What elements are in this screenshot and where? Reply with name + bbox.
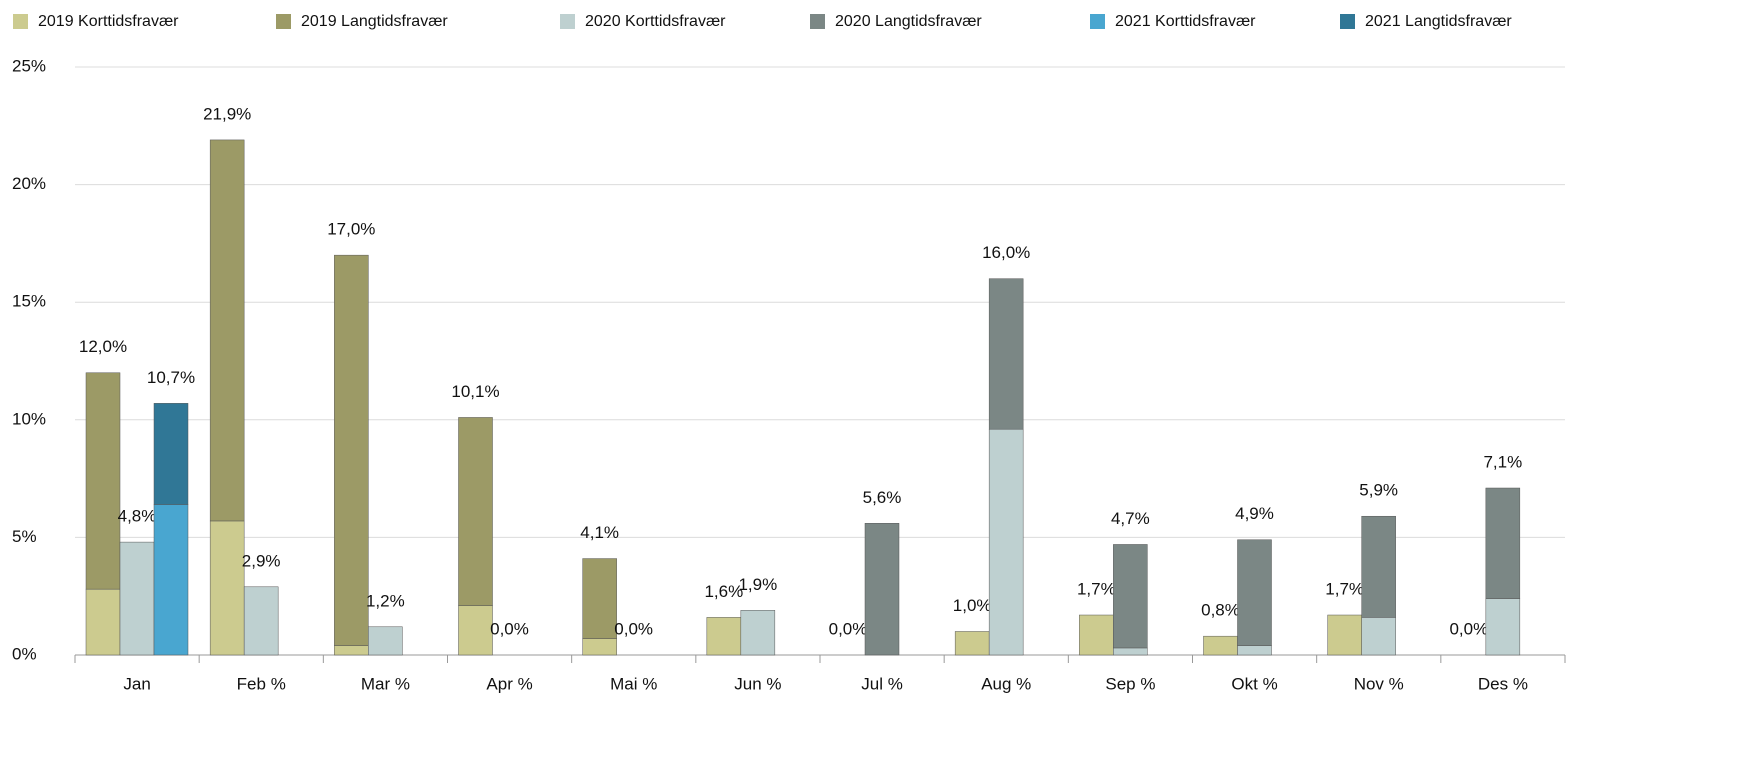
data-label: 4,1% <box>580 523 619 542</box>
bar <box>582 638 617 656</box>
data-label: 0,0% <box>614 619 653 638</box>
data-label: 17,0% <box>327 220 375 239</box>
data-label: 1,7% <box>1077 580 1116 599</box>
data-label: 4,9% <box>1235 504 1274 523</box>
y-tick-label: 25% <box>12 56 46 75</box>
bar <box>458 605 493 656</box>
bar <box>1113 544 1148 649</box>
legend-swatch <box>276 14 291 29</box>
x-tick-label: Jul % <box>861 674 903 693</box>
data-label: 10,1% <box>451 382 499 401</box>
bar <box>119 541 155 656</box>
legend-label: 2019 Korttidsfravær <box>38 13 179 30</box>
data-label: 0,0% <box>1449 619 1488 638</box>
x-tick-label: Des % <box>1478 674 1528 693</box>
bar <box>1237 645 1272 656</box>
legend-swatch <box>13 14 28 29</box>
bar <box>582 558 617 639</box>
bar <box>1327 614 1362 656</box>
x-tick-label: Nov % <box>1354 674 1404 693</box>
legend-swatch <box>1340 14 1355 29</box>
y-tick-label: 15% <box>12 292 46 311</box>
y-tick-label: 10% <box>12 409 46 428</box>
legend-label: 2020 Korttidsfravær <box>585 13 726 30</box>
data-label: 5,9% <box>1359 481 1398 500</box>
legend-swatch <box>1090 14 1105 29</box>
bar <box>1485 598 1521 656</box>
bar <box>988 278 1024 430</box>
bar <box>209 139 245 522</box>
bar <box>153 504 189 656</box>
bar <box>368 626 403 656</box>
bar <box>85 372 121 590</box>
x-tick-label: Sep % <box>1105 674 1155 693</box>
bar <box>706 617 742 656</box>
data-label: 7,1% <box>1483 452 1522 471</box>
x-tick-label: Jan <box>123 674 150 693</box>
x-tick-label: Feb % <box>237 674 286 693</box>
data-label: 12,0% <box>79 337 127 356</box>
data-label: 0,0% <box>490 619 529 638</box>
bar <box>153 403 189 505</box>
bar <box>1113 647 1148 656</box>
bar <box>1485 487 1521 599</box>
bar <box>209 520 245 656</box>
x-tick-label: Aug % <box>981 674 1031 693</box>
bar <box>740 610 776 656</box>
x-tick-label: Apr % <box>486 674 532 693</box>
y-tick-label: 0% <box>12 644 37 663</box>
bar <box>1079 614 1114 656</box>
legend-label: 2021 Langtidsfravær <box>1365 13 1512 30</box>
legend-label: 2021 Korttidsfravær <box>1115 13 1256 30</box>
data-label: 1,0% <box>953 596 992 615</box>
y-tick-label: 20% <box>12 174 46 193</box>
data-label: 4,7% <box>1111 509 1150 528</box>
data-label: 0,0% <box>829 619 868 638</box>
data-label: 0,8% <box>1201 601 1240 620</box>
x-tick-label: Jun % <box>734 674 781 693</box>
data-label: 1,9% <box>738 575 777 594</box>
data-label: 1,7% <box>1325 580 1364 599</box>
bar <box>1361 515 1396 618</box>
data-label: 5,6% <box>863 488 902 507</box>
legend-label: 2020 Langtidsfravær <box>835 13 982 30</box>
legend-label: 2019 Langtidsfravær <box>301 13 448 30</box>
bar <box>85 588 121 656</box>
data-label: 16,0% <box>982 243 1030 262</box>
data-label: 1,6% <box>704 582 743 601</box>
bar <box>1237 539 1272 646</box>
data-label: 21,9% <box>203 104 251 123</box>
legend-swatch <box>560 14 575 29</box>
bar <box>1203 635 1238 656</box>
x-tick-label: Mar % <box>361 674 410 693</box>
data-label: 4,8% <box>118 507 157 526</box>
data-label: 1,2% <box>366 591 405 610</box>
bar <box>243 586 279 656</box>
bar <box>334 254 369 646</box>
bar <box>1361 617 1396 656</box>
data-label: 10,7% <box>147 368 195 387</box>
bar <box>334 645 369 656</box>
bar <box>458 417 493 606</box>
legend-swatch <box>810 14 825 29</box>
bar <box>988 428 1024 656</box>
data-label: 2,9% <box>242 551 281 570</box>
bar <box>864 523 900 656</box>
x-tick-label: Mai % <box>610 674 657 693</box>
y-tick-label: 5% <box>12 527 37 546</box>
x-tick-label: Okt % <box>1231 674 1277 693</box>
bar <box>954 631 990 656</box>
